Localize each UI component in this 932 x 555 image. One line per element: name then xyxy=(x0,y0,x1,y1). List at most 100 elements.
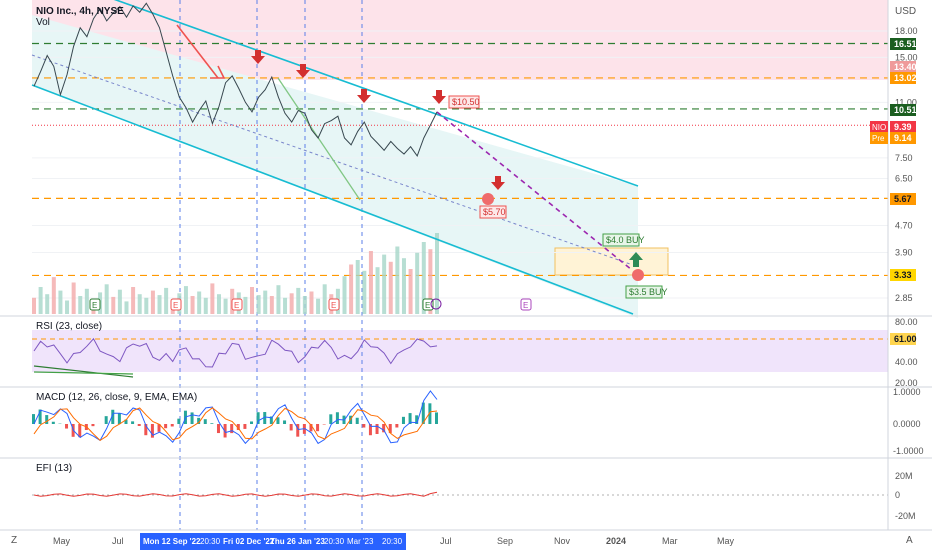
volume-bar-11 xyxy=(105,284,109,314)
future-tick-0: Jul xyxy=(440,536,452,546)
volume-bar-13 xyxy=(118,290,122,314)
volume-bar-54 xyxy=(389,262,393,314)
earnings-marker-1: E xyxy=(173,301,178,310)
future-tick-3: 2024 xyxy=(606,536,626,546)
volume-bar-27 xyxy=(210,283,214,314)
price-tag-2: 13.02 xyxy=(894,73,917,83)
price-tag-6: Pre xyxy=(872,134,885,143)
time-highlight-1: 20:30 xyxy=(200,537,221,546)
macd-tick-1: 0.0000 xyxy=(893,419,921,429)
volume-bar-57 xyxy=(409,269,413,314)
macd-hist-bar-3 xyxy=(52,422,55,424)
macd-hist-bar-61 xyxy=(435,412,438,424)
macd-hist-bar-22 xyxy=(177,419,180,424)
volume-bar-23 xyxy=(184,286,188,314)
future-tick-4: Mar xyxy=(662,536,678,546)
price-tick-5: 4.70 xyxy=(895,221,913,231)
volume-bar-55 xyxy=(395,247,399,315)
macd-tick-2: -1.0000 xyxy=(893,446,924,456)
rsi-current-label: 61.00 xyxy=(894,334,917,344)
price-tag-7: 9.14 xyxy=(894,133,912,143)
volume-bar-58 xyxy=(415,253,419,314)
indicator-axis: 80.0061.0040.0020.001.00000.0000-1.00002… xyxy=(890,317,924,521)
future-tick-1: Sep xyxy=(497,536,513,546)
price-tag-4: NIO xyxy=(872,123,886,132)
volume-bar-25 xyxy=(197,292,201,315)
chart-title: NIO Inc., 4h, NYSE xyxy=(36,6,124,17)
volume-bar-29 xyxy=(224,299,228,314)
volume-bar-33 xyxy=(250,287,254,314)
volume-bar-36 xyxy=(270,296,274,314)
volume-bar-15 xyxy=(131,287,135,314)
macd-hist-bar-13 xyxy=(118,413,121,424)
goto-date-icon[interactable]: Z xyxy=(11,535,17,546)
volume-bar-47 xyxy=(343,276,347,314)
volume-bar-2 xyxy=(45,294,49,314)
efi-tick-2: -20M xyxy=(895,511,916,521)
macd-tick-0: 1.0000 xyxy=(893,387,921,397)
macd-hist-bar-55 xyxy=(395,424,398,428)
volume-bar-20 xyxy=(164,288,168,314)
earnings-marker-2: E xyxy=(234,301,239,310)
annotation-label-1: $5.70 xyxy=(483,207,506,217)
macd-hist-bar-9 xyxy=(91,424,94,426)
volume-bar-44 xyxy=(323,284,327,314)
volume-bar-4 xyxy=(58,291,62,314)
volume-bar-3 xyxy=(52,277,56,314)
volume-bar-18 xyxy=(151,291,155,314)
volume-bar-28 xyxy=(217,294,221,314)
rsi-band xyxy=(32,330,888,372)
volume-bar-12 xyxy=(111,297,115,314)
macd-hist-bar-18 xyxy=(151,424,154,438)
volume-bar-50 xyxy=(362,271,366,314)
macd-hist-bar-24 xyxy=(191,412,194,424)
volume-bar-38 xyxy=(283,298,287,314)
efi-line xyxy=(34,492,437,496)
macd-hist-bar-32 xyxy=(243,424,246,429)
volume-bar-17 xyxy=(144,298,148,314)
price-tick-6: 3.90 xyxy=(895,248,913,258)
volume-bar-41 xyxy=(303,296,307,314)
macd-hist-bar-46 xyxy=(336,412,339,424)
macd-hist-bar-30 xyxy=(230,424,233,433)
buy-zone-box xyxy=(555,248,668,275)
volume-bar-52 xyxy=(376,267,380,314)
time-highlight-3: Thu 26 Jan '23 xyxy=(270,537,325,546)
macd-hist-bar-20 xyxy=(164,424,167,428)
volume-bar-56 xyxy=(402,258,406,314)
efi-tick-0: 20M xyxy=(895,471,913,481)
macd-hist-bar-43 xyxy=(316,424,319,431)
price-tag-5: 9.39 xyxy=(894,122,912,132)
volume-bar-19 xyxy=(158,295,162,314)
volume-bar-5 xyxy=(65,301,69,315)
price-tag-8: 5.67 xyxy=(894,194,912,204)
macd-hist-bar-45 xyxy=(329,414,332,424)
down-arrow-2 xyxy=(357,89,371,103)
volume-bar-43 xyxy=(316,299,320,314)
volume-label: Vol xyxy=(36,17,50,28)
rsi-tick-2: 40.00 xyxy=(895,357,918,367)
price-tick-4: 6.50 xyxy=(895,174,913,184)
volume-bar-6 xyxy=(72,283,76,315)
price-tag-3: 10.51 xyxy=(894,105,917,115)
rsi-tick-0: 80.00 xyxy=(895,317,918,327)
volume-bar-16 xyxy=(138,294,142,314)
earnings-marker-3: E xyxy=(331,301,336,310)
price-tag-0: 16.51 xyxy=(894,39,917,49)
macd-hist-bar-15 xyxy=(131,421,134,424)
macd-hist-bar-21 xyxy=(171,424,174,426)
macd-hist-bar-33 xyxy=(250,421,253,424)
macd-title: MACD (12, 26, close, 9, EMA, EMA) xyxy=(36,392,197,403)
auto-scale-icon[interactable]: A xyxy=(906,535,913,546)
macd-hist-bar-52 xyxy=(376,424,379,434)
macd-hist-bar-16 xyxy=(138,424,141,426)
volume-bar-49 xyxy=(356,260,360,314)
rsi-title: RSI (23, close) xyxy=(36,321,102,332)
annotation-label-0: $10.50 xyxy=(452,97,480,107)
volume-bar-39 xyxy=(290,293,294,314)
annotation-label-2: $4.0 BUY xyxy=(606,235,645,245)
volume-bar-32 xyxy=(243,297,247,314)
